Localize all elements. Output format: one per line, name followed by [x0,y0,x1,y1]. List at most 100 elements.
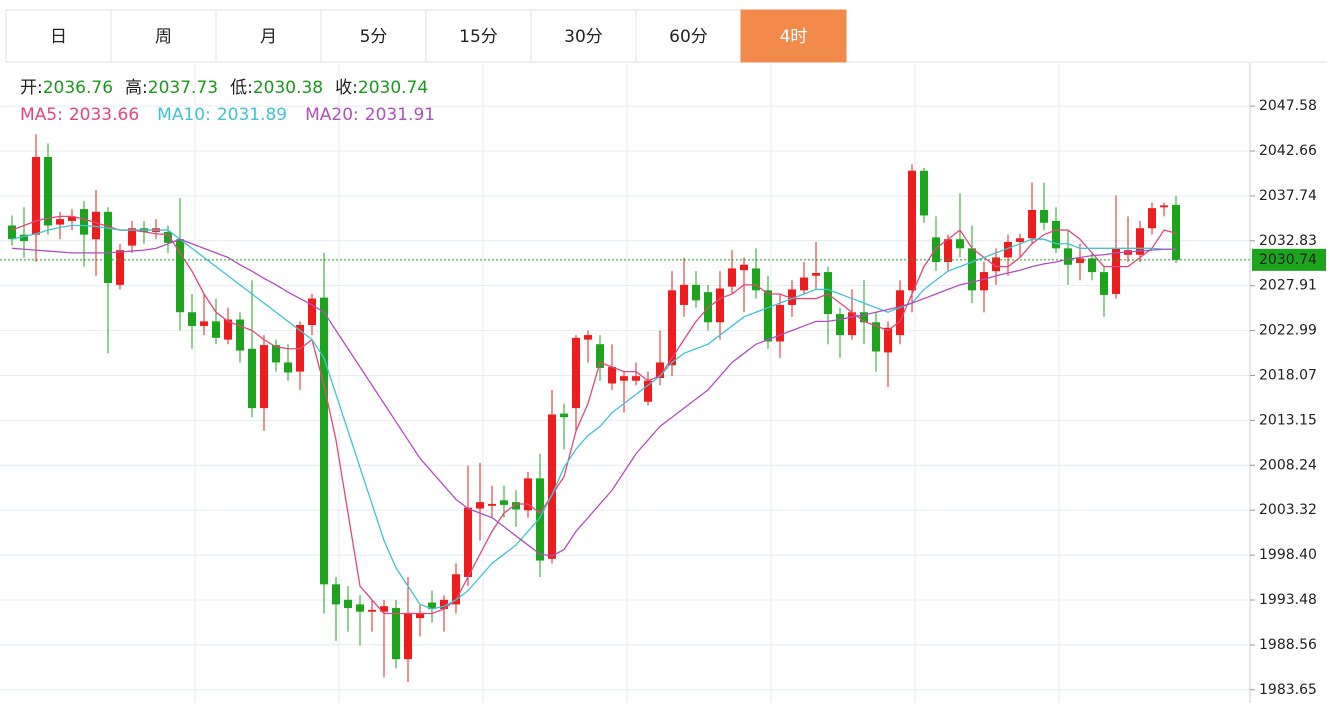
candle-body [884,327,892,353]
candle-body [860,312,868,323]
candle-body [992,257,1000,272]
candle-body [788,289,796,305]
ohlc-row: 开:2036.76 高:2037.73 低:2030.38 收:2030.74 [20,78,428,98]
plot [0,134,1250,683]
tab-bar: 日 周 月 5分 15分 30分 60分 4时 [5,9,1327,63]
candle-body [524,478,532,511]
tab[interactable] [5,9,112,63]
candle-body [164,231,172,243]
candle-body [644,380,652,402]
tab[interactable] [740,9,847,63]
ma-value: 2031.91 [365,105,435,125]
ma-line [11,238,1177,557]
y-tick-label: 2047.58 [1259,98,1317,114]
tab-label[interactable]: 30分 [564,27,603,47]
candle-body [1064,248,1072,265]
candle-body [44,157,52,226]
candle-body [620,376,628,381]
candle-body [92,211,100,240]
ma-label: MA5: [20,105,63,125]
candle-body [632,376,640,381]
candle-body [812,272,820,276]
tab-label[interactable]: 60分 [669,27,708,47]
candle-body [1028,209,1036,239]
candle-body [188,312,196,326]
candle-body [344,599,352,609]
y-tick-label: 1983.65 [1259,682,1317,698]
candle-body [380,606,388,612]
candle-body [80,209,88,235]
candle-body [104,211,112,284]
ohlc-value: 2030.38 [253,78,323,98]
tab[interactable] [320,9,427,63]
ma-line [11,215,1177,615]
candle-body [824,272,832,315]
candle-body [272,345,280,363]
y-tick-label: 2003.32 [1259,502,1317,518]
tab[interactable] [425,9,532,63]
candle-body [596,344,604,368]
candle-body [212,321,220,338]
candle-body [68,216,76,221]
y-axis: 2047.58 2042.66 2037.74 2032.83 2027.91 2022.… [1249,63,1326,703]
tab[interactable] [635,9,742,63]
candle-body [248,348,256,409]
tab-label[interactable]: 4时 [780,27,808,47]
candle-body [548,414,556,559]
ma-label: MA10: [157,105,211,125]
y-tick-label: 2013.15 [1259,412,1317,428]
tab-label[interactable]: 5分 [360,27,388,47]
tab-label[interactable]: 日 [50,27,67,47]
tab[interactable] [215,9,322,63]
tab-label[interactable]: 周 [155,27,172,47]
candle-body [20,234,28,242]
tab-label[interactable]: 月 [260,27,277,47]
candle-body [440,599,448,609]
candle-body [1100,272,1108,295]
y-tick-label: 2022.99 [1259,323,1317,339]
candle-body [572,337,580,409]
candle-body [1016,238,1024,242]
candle-body [476,502,484,509]
candle-body [500,500,508,505]
candle-body [512,502,520,510]
candle-body [404,613,412,660]
candle-body [944,239,952,263]
candle-body [1052,220,1060,249]
candle-body [464,507,472,578]
candle-body [392,608,400,660]
ma-line [11,224,1177,610]
candle-body [1148,208,1156,229]
candle-body [56,219,64,225]
candle-body [200,321,208,326]
candle-body [224,319,232,340]
info-panel: 开:2036.76 高:2037.73 低:2030.38 收:2030.74 MA5:… [20,78,435,125]
y-tick-label: 2018.07 [1259,368,1317,384]
ma-value: 2033.66 [69,105,139,125]
candle-body [872,322,880,352]
candle-body [908,170,916,291]
candle-body [740,264,748,271]
candle-body [1088,258,1096,273]
ohlc-value: 2036.76 [43,78,113,98]
candle-body [668,290,676,366]
candle-body [956,239,964,249]
tab-label[interactable]: 15分 [459,27,498,47]
candle-body [332,584,340,605]
y-tick-label: 1998.40 [1259,547,1317,563]
candle-body [836,314,844,336]
candle-body [764,290,772,342]
candle-body [680,284,688,305]
ohlc-label: 收: [335,78,358,98]
tab[interactable] [530,9,637,63]
candle-body [1040,209,1048,223]
y-tick-label: 2032.83 [1259,233,1317,249]
candle-body [1076,258,1084,263]
candle-body [980,272,988,291]
candle-body [608,367,616,384]
ma-label: MA20: [305,105,359,125]
candle-body [800,277,808,291]
candle-body [560,413,568,418]
